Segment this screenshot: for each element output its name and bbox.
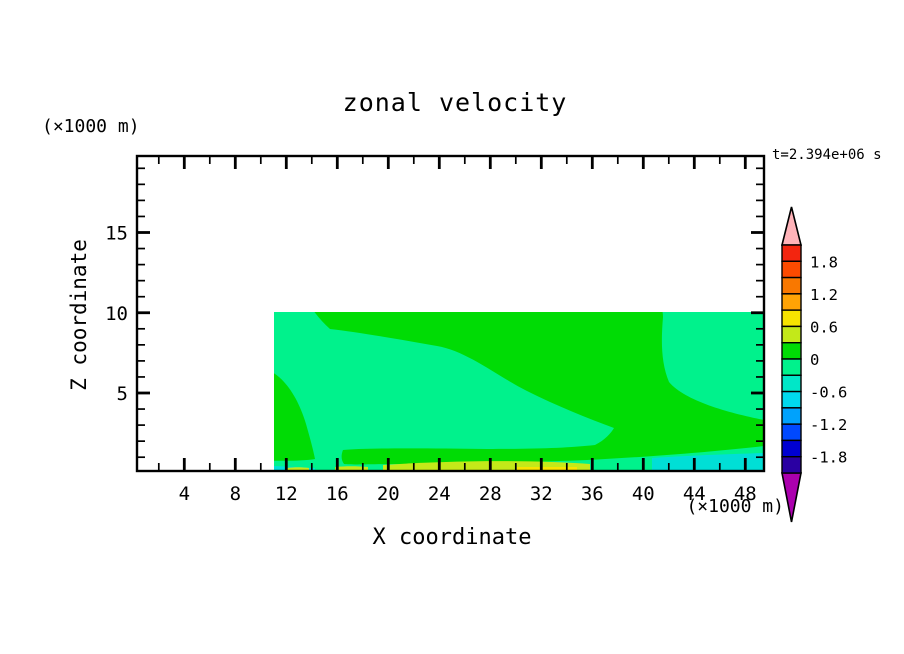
colorbar-segment xyxy=(781,374,802,393)
colorbar-tick-label: 0.6 xyxy=(810,318,838,336)
x-tick-label: 8 xyxy=(230,483,241,505)
contour-field xyxy=(137,156,764,471)
plot-frame xyxy=(135,154,766,473)
z-tick-label: 5 xyxy=(117,383,128,405)
axis-ticks xyxy=(138,157,763,470)
x-axis-unit-label: (×1000 m) xyxy=(686,496,784,517)
colorbar-segment xyxy=(781,309,802,328)
colorbar-segment xyxy=(781,390,802,409)
colorbar-segment xyxy=(781,293,802,311)
x-tick-label: 20 xyxy=(377,483,400,505)
time-label: t=2.394e+06 s xyxy=(772,147,882,163)
colorbar-segment xyxy=(781,276,802,295)
colorbar-tick-label: -1.2 xyxy=(810,416,847,434)
x-tick-label: 44 xyxy=(683,483,706,505)
x-axis-label: X coordinate xyxy=(372,525,532,550)
z-axis-unit-label: (×1000 m) xyxy=(42,116,140,137)
colorbar-segment xyxy=(781,325,802,344)
z-tick-label: 10 xyxy=(105,303,128,325)
colorbar-arrow-bottom xyxy=(781,472,802,523)
x-tick-label: 16 xyxy=(326,483,349,505)
contour-region-bottom-left-block xyxy=(137,396,189,462)
colorbar-tick-label: -1.8 xyxy=(810,449,847,467)
x-tick-label: 36 xyxy=(581,483,604,505)
z-tick-label: 15 xyxy=(105,223,128,245)
x-tick-label: 40 xyxy=(632,483,655,505)
colorbar-segment xyxy=(781,439,802,458)
colorbar-segment xyxy=(781,423,802,442)
colorbar-segment xyxy=(781,244,802,262)
colorbar-segment xyxy=(781,260,802,279)
x-tick-label: 48 xyxy=(734,483,757,505)
contour-region-upper-diagonal-band xyxy=(137,156,698,238)
colorbar-segment xyxy=(781,456,802,474)
colorbar-segment xyxy=(781,358,802,376)
colorbar-arrow-top xyxy=(780,206,803,246)
x-tick-label: 24 xyxy=(428,483,451,505)
contour-region-bottom-strip-cyan-right xyxy=(652,453,764,471)
colorbar-tick-label: 0 xyxy=(810,351,819,369)
colorbar: 1.8 1.2 0.6 0 -0.6 -1.2 -1.8 xyxy=(780,206,847,523)
colorbar-tick-label: 1.2 xyxy=(810,286,838,304)
contour-region-central-mass-and-bottom-band xyxy=(314,312,764,465)
colorbar-segment xyxy=(781,407,802,425)
colorbar-segment xyxy=(781,342,802,360)
plot-title: zonal velocity xyxy=(342,88,568,117)
x-tick-label: 32 xyxy=(530,483,553,505)
colorbar-tick-label: 1.8 xyxy=(810,253,838,271)
x-tick-label: 4 xyxy=(179,483,190,505)
contour-region-bottom-left-dome xyxy=(274,373,315,461)
x-tick-label: 12 xyxy=(275,483,298,505)
contour-region-right-lens-z15 xyxy=(629,215,764,230)
z-axis-label: Z coordinate xyxy=(67,239,91,391)
colorbar-tick-label: -0.6 xyxy=(810,384,847,402)
x-tick-label: 28 xyxy=(479,483,502,505)
